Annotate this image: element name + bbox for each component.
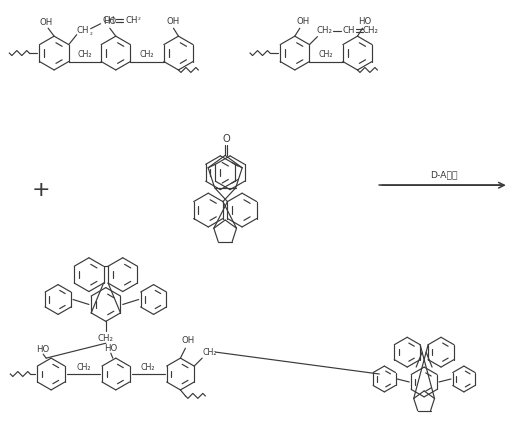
Text: CH₂: CH₂ [141,363,155,372]
Text: CH₂: CH₂ [98,334,114,343]
Text: CH₂: CH₂ [319,50,333,59]
Text: OH: OH [167,17,180,26]
Text: HO: HO [103,17,116,26]
Text: O: O [222,134,230,143]
Text: CH₂: CH₂ [78,50,92,59]
Text: CH: CH [102,16,115,25]
Text: CH₂: CH₂ [76,363,91,372]
Text: CH₂: CH₂ [316,26,332,35]
Text: OH: OH [296,17,309,26]
Text: HO: HO [104,344,117,353]
Text: CH: CH [342,26,354,35]
Text: OH: OH [182,336,195,345]
Text: CH₂: CH₂ [362,26,378,35]
Text: CH₂: CH₂ [140,50,154,59]
Text: ₂: ₂ [138,15,141,21]
Text: +: + [32,180,51,200]
Text: HO: HO [358,17,371,26]
Text: OH: OH [40,18,53,27]
Text: ₂: ₂ [89,30,92,36]
Text: CH₂: CH₂ [203,348,217,357]
Text: D-A反应: D-A反应 [430,171,458,180]
Text: HO: HO [36,345,50,354]
Text: CH: CH [125,16,138,25]
Text: CH: CH [77,26,89,35]
